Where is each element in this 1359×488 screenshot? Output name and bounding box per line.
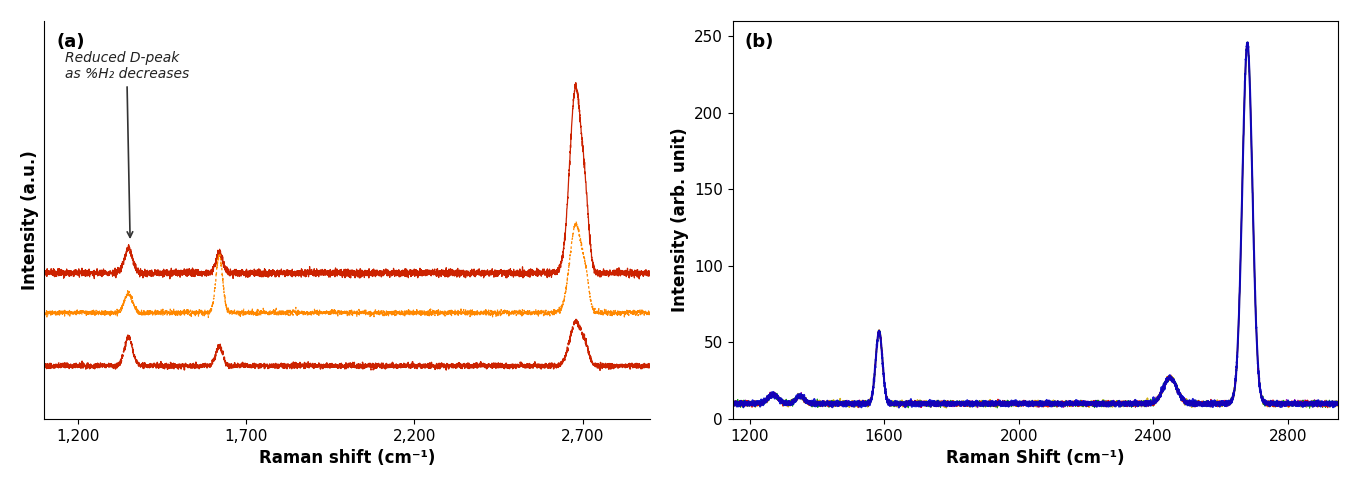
Text: (b): (b): [745, 33, 775, 51]
Y-axis label: Intensity (arb. unit): Intensity (arb. unit): [670, 127, 689, 312]
Y-axis label: Intensity (a.u.): Intensity (a.u.): [20, 150, 39, 290]
X-axis label: Raman shift (cm⁻¹): Raman shift (cm⁻¹): [260, 449, 435, 467]
Text: (a): (a): [57, 33, 86, 51]
X-axis label: Raman Shift (cm⁻¹): Raman Shift (cm⁻¹): [946, 449, 1125, 467]
Text: Reduced D-peak
as %H₂ decreases: Reduced D-peak as %H₂ decreases: [65, 51, 189, 237]
